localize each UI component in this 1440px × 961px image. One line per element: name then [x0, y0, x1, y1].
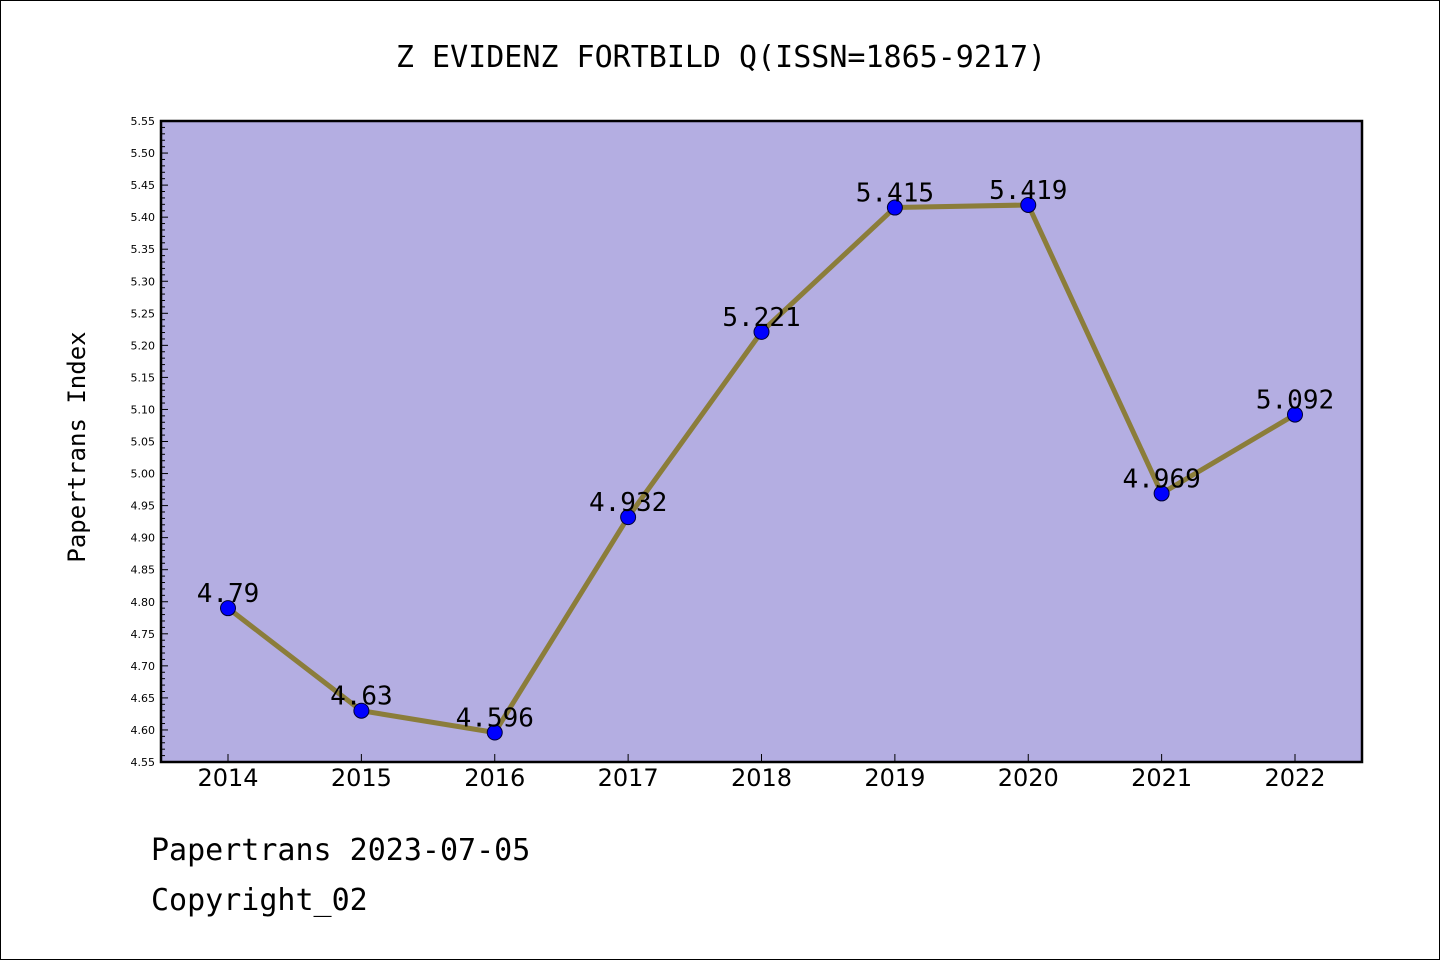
y-tick-label: 4.90: [131, 532, 156, 545]
data-point: [1020, 196, 1037, 213]
x-tick-label: 2014: [197, 764, 258, 792]
data-label: 4.63: [330, 682, 393, 712]
y-tick-label: 4.60: [131, 724, 156, 737]
x-axis-ticks: 2014 2015 2016 2017 2018 2019 2020 2021 2022: [197, 754, 1326, 792]
data-label: 5.092: [1256, 386, 1334, 416]
footer-date: Papertrans 2023-07-05: [151, 833, 531, 868]
y-tick-label: 4.80: [131, 596, 156, 609]
y-tick-label: 5.35: [131, 243, 156, 256]
y-tick-label: 4.95: [131, 500, 156, 513]
y-tick-label: 5.05: [131, 436, 156, 449]
data-label: 4.932: [589, 488, 667, 518]
y-tick-label: 4.55: [131, 756, 156, 769]
y-tick-label: 5.15: [131, 371, 156, 384]
y-tick-label: 4.85: [131, 564, 156, 577]
data-label: 4.79: [197, 579, 260, 609]
data-point: [1153, 485, 1170, 502]
plot-area: [161, 121, 1362, 762]
data-point: [486, 724, 503, 741]
data-label: 5.419: [989, 176, 1067, 206]
y-tick-label: 4.65: [131, 692, 156, 705]
y-tick-label: 5.20: [131, 339, 156, 352]
data-point: [220, 600, 236, 617]
data-label: 5.221: [722, 303, 800, 333]
series-group: [220, 196, 1303, 741]
data-point: [620, 509, 637, 526]
x-tick-label: 2017: [598, 764, 659, 792]
x-tick-label: 2020: [998, 764, 1059, 792]
data-labels-group: 4.79 4.63 4.596 4.932 5.221 5.415 5.419 4.969 5.…: [197, 176, 1334, 734]
data-point: [753, 323, 770, 340]
plot-border: [159, 119, 1364, 764]
y-tick-label: 5.30: [131, 275, 156, 288]
x-tick-label: 2021: [1131, 764, 1192, 792]
y-tick-label: 4.75: [131, 628, 156, 641]
data-label: 4.596: [456, 704, 534, 734]
y-tick-label: 5.45: [131, 179, 156, 192]
data-label: 4.969: [1122, 464, 1200, 494]
x-tick-label: 2016: [464, 764, 525, 792]
data-point: [353, 702, 370, 719]
data-point: [1287, 406, 1303, 423]
y-tick-label: 5.25: [131, 307, 156, 320]
y-tick-label: 4.70: [131, 660, 156, 673]
y-tick-label: 5.40: [131, 211, 156, 224]
y-axis-label: Papertrans Index: [63, 331, 91, 562]
footer-copyright: Copyright_02: [151, 883, 368, 918]
data-point: [886, 199, 903, 216]
x-tick-label: 2019: [864, 764, 925, 792]
x-tick-label: 2022: [1264, 764, 1325, 792]
chart-title: Z EVIDENZ FORTBILD Q(ISSN=1865-9217): [396, 40, 1046, 75]
x-tick-label: 2018: [731, 764, 792, 792]
y-tick-label: 5.55: [131, 115, 156, 128]
x-tick-label: 2015: [331, 764, 392, 792]
y-tick-label: 5.00: [131, 468, 156, 481]
y-tick-label: 5.10: [131, 403, 156, 416]
y-tick-label: 5.50: [131, 147, 156, 160]
data-label: 5.415: [856, 179, 934, 209]
